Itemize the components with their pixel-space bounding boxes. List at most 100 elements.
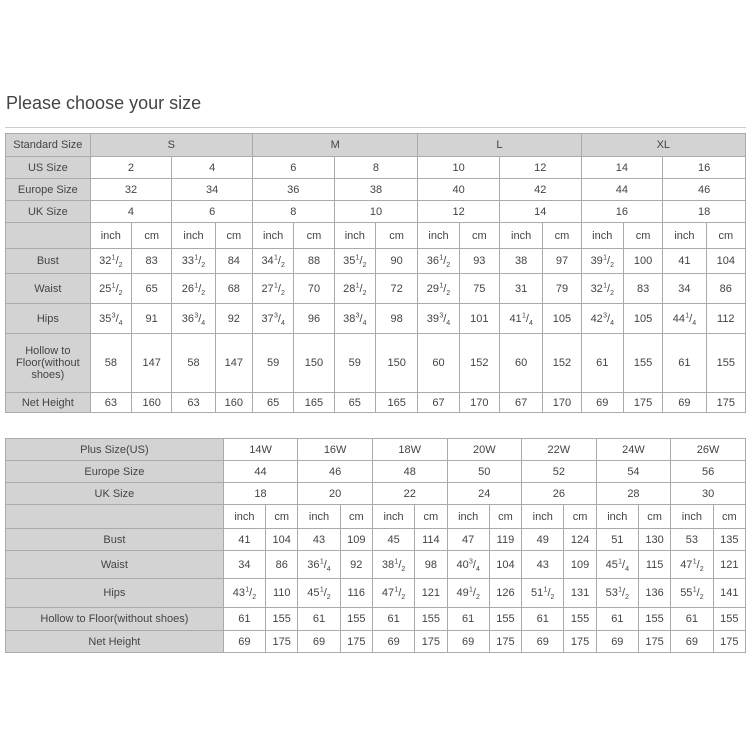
unit-cm: cm <box>705 222 747 249</box>
hips-inch: 35 3/4 <box>89 303 133 334</box>
hollow-cm: 155 <box>339 607 373 631</box>
hollow-inch: 61 <box>446 607 490 631</box>
height-cm: 175 <box>637 630 672 653</box>
hollow-inch: 61 <box>670 607 714 631</box>
bust-cm: 119 <box>488 528 523 551</box>
bust-inch: 35 1/2 <box>333 248 376 274</box>
height-inch: 69 <box>371 630 416 653</box>
bust-inch: 43 <box>297 528 341 551</box>
waist-inch: 34 <box>662 273 707 304</box>
uk-cell: 12 <box>417 200 500 223</box>
waist-cm: 86 <box>265 550 299 579</box>
unit-inch: inch <box>171 222 216 249</box>
europe-cell: 46 <box>297 460 373 483</box>
bust-inch: 49 <box>521 528 565 551</box>
row-label-hollow: Hollow to Floor(without shoes) <box>5 607 224 631</box>
hips-cm: 96 <box>293 303 335 334</box>
row-units: inch cm inch cm inch cm inch cm inch cm inch cm inch… <box>5 504 747 529</box>
europe-cell: 48 <box>371 460 448 483</box>
height-inch: 67 <box>417 392 460 413</box>
bust-inch: 34 1/2 <box>251 248 295 274</box>
hollow-cm: 152 <box>542 333 582 393</box>
us-cell: 12 <box>498 156 582 179</box>
waist-inch: 27 1/2 <box>251 273 295 304</box>
waist-inch: 34 <box>222 550 267 579</box>
row-label-height: Net Height <box>5 630 224 653</box>
europe-cell: 56 <box>670 460 746 483</box>
unit-inch: inch <box>297 504 341 529</box>
unit-inch: inch <box>222 504 267 529</box>
plus-cell: 24W <box>595 438 672 461</box>
hollow-inch: 61 <box>371 607 416 631</box>
waist-cm: 98 <box>414 550 448 579</box>
hips-cm: 92 <box>214 303 253 334</box>
europe-cell: 44 <box>580 178 664 201</box>
waist-cm: 104 <box>488 550 523 579</box>
hips-cm: 91 <box>130 303 173 334</box>
bust-cm: 93 <box>458 248 500 274</box>
page-title: Please choose your size <box>6 93 202 113</box>
height-inch: 69 <box>297 630 341 653</box>
height-cm: 175 <box>622 392 664 413</box>
unit-inch: inch <box>670 504 714 529</box>
hips-inch: 44 1/4 <box>662 303 707 334</box>
waist-cm: 75 <box>458 273 500 304</box>
bust-cm: 130 <box>637 528 672 551</box>
hollow-inch: 59 <box>251 333 295 393</box>
plus-cell: 14W <box>222 438 299 461</box>
height-cm: 175 <box>339 630 373 653</box>
hollow-inch: 59 <box>333 333 376 393</box>
row-europe: Europe Size 32 34 36 38 40 42 44 46 <box>5 178 746 201</box>
unit-cm: cm <box>265 504 299 529</box>
hips-inch: 41 1/4 <box>498 303 544 334</box>
hollow-inch: 61 <box>297 607 341 631</box>
row-label-waist: Waist <box>5 273 91 304</box>
row-hollow: Hollow to Floor(without shoes) 61 155 61 155… <box>5 607 747 631</box>
bust-cm: 109 <box>339 528 373 551</box>
bust-inch: 38 <box>498 248 544 274</box>
hollow-cm: 155 <box>488 607 523 631</box>
hips-cm: 101 <box>458 303 500 334</box>
row-label-plus: Plus Size(US) <box>5 438 224 461</box>
bust-cm: 135 <box>712 528 747 551</box>
europe-cell: 32 <box>89 178 173 201</box>
height-inch: 63 <box>171 392 216 413</box>
unit-inch: inch <box>371 504 416 529</box>
unit-cm: cm <box>712 504 747 529</box>
hips-inch: 36 3/4 <box>171 303 216 334</box>
height-cm: 160 <box>214 392 253 413</box>
height-inch: 65 <box>333 392 376 413</box>
uk-cell: 20 <box>297 482 373 505</box>
hips-cm: 141 <box>712 578 747 608</box>
hollow-cm: 150 <box>293 333 335 393</box>
bust-inch: 36 1/2 <box>417 248 460 274</box>
us-cell: 4 <box>171 156 253 179</box>
row-label-bust: Bust <box>5 528 224 551</box>
standard-cell: S <box>89 133 253 157</box>
europe-cell: 54 <box>595 460 672 483</box>
unit-cm: cm <box>563 504 597 529</box>
us-cell: 10 <box>417 156 500 179</box>
plus-cell: 16W <box>297 438 373 461</box>
waist-inch: 36 1/4 <box>297 550 341 579</box>
waist-inch: 38 1/2 <box>371 550 416 579</box>
height-inch: 69 <box>595 630 639 653</box>
row-label-units <box>5 222 91 249</box>
bust-inch: 53 <box>670 528 714 551</box>
standard-cell: M <box>251 133 419 157</box>
europe-cell: 42 <box>498 178 582 201</box>
hollow-cm: 155 <box>265 607 299 631</box>
hips-cm: 126 <box>488 578 523 608</box>
us-cell: 8 <box>333 156 419 179</box>
hollow-cm: 155 <box>414 607 448 631</box>
unit-cm: cm <box>374 222 419 249</box>
height-inch: 69 <box>580 392 624 413</box>
waist-inch: 47 1/2 <box>670 550 714 579</box>
height-cm: 175 <box>414 630 448 653</box>
hollow-inch: 61 <box>595 607 639 631</box>
plus-cell: 26W <box>670 438 746 461</box>
waist-inch: 26 1/2 <box>171 273 216 304</box>
bust-inch: 47 <box>446 528 490 551</box>
unit-inch: inch <box>580 222 624 249</box>
height-cm: 175 <box>488 630 523 653</box>
